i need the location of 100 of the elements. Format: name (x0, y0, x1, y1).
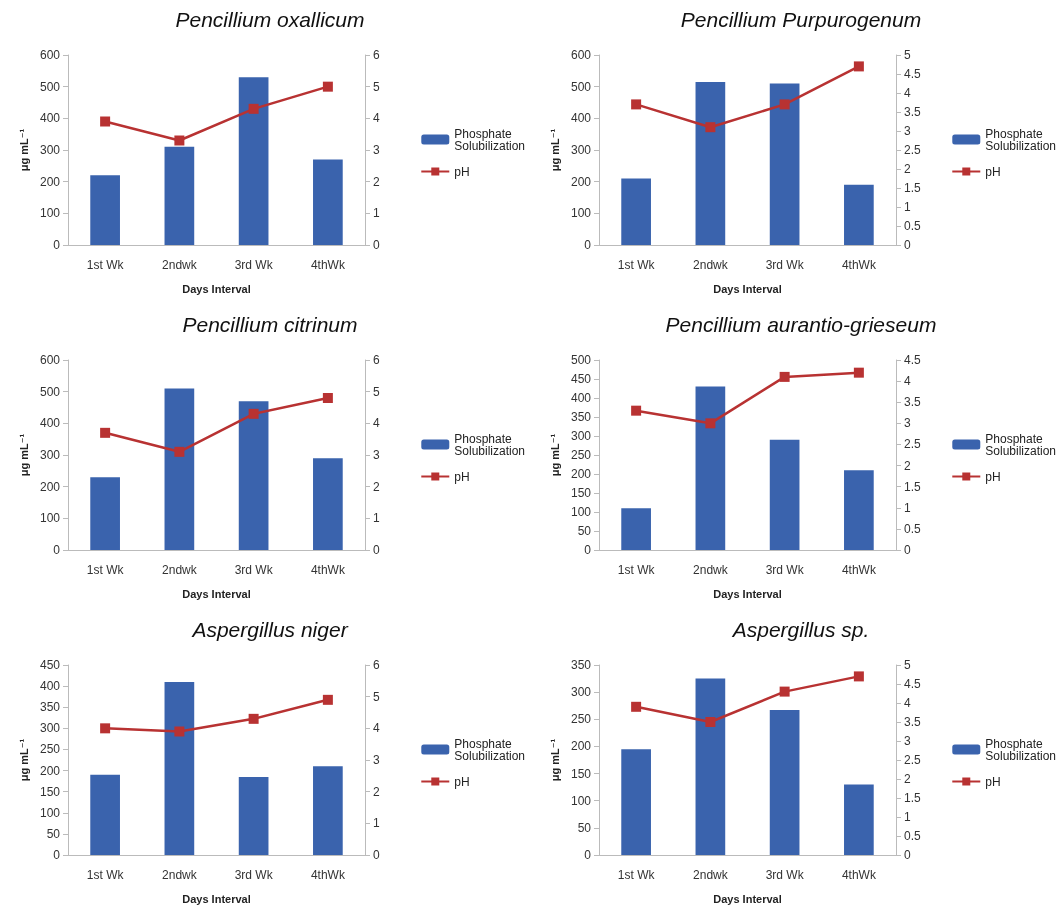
point (100, 116, 111, 127)
x-axis-title: Days Interval (713, 282, 782, 295)
x-axis-title: Days Interval (713, 892, 782, 905)
y-tick-label: 50 (577, 820, 592, 835)
x-axis-title: Days Interval (182, 892, 251, 905)
x-tick-label: 1st Wk (86, 258, 125, 272)
y2-tick-label: 5 (373, 689, 380, 704)
y-tick-label: 150 (570, 766, 592, 781)
point (631, 99, 642, 110)
y2-tick-label: 1 (373, 816, 380, 831)
y2-tick-label: 1 (904, 200, 911, 214)
bar (621, 749, 651, 855)
x-tick-label: 3rd Wk (234, 258, 274, 272)
y2-tick-label: 0.5 (904, 829, 922, 843)
y-tick-label: 300 (570, 429, 592, 443)
y-tick-label: 200 (570, 467, 592, 481)
x-tick-label: 1st Wk (86, 868, 125, 882)
x-tick-label: 2ndwk (162, 868, 198, 882)
point (853, 671, 864, 682)
y2-tick-label: 0 (373, 543, 380, 557)
y2-tick-label: 2 (373, 784, 380, 799)
bar (313, 766, 343, 855)
y2-tick-label: 4.5 (904, 677, 922, 691)
bar (90, 477, 120, 550)
bar (844, 470, 874, 550)
y-tick-label: 500 (570, 353, 592, 367)
y-axis-title: μg mL⁻¹ (548, 738, 561, 782)
point (100, 723, 111, 734)
y-tick-label: 200 (570, 174, 592, 189)
x-tick-label: 4thWk (310, 868, 346, 882)
y-tick-label: 100 (570, 793, 592, 808)
bar (695, 81, 726, 245)
y-tick-label: 250 (39, 742, 61, 757)
chart-title: Pencillium citrinum (182, 313, 358, 336)
y2-tick-label: 2 (904, 772, 911, 786)
x-tick-label: 3rd Wk (234, 868, 274, 882)
y2-tick-label: 4 (373, 111, 380, 126)
y-tick-label: 400 (570, 111, 592, 126)
y-tick-label: 100 (39, 511, 61, 526)
y2-tick-label: 3 (904, 416, 911, 431)
y2-tick-label: 5 (904, 48, 911, 62)
bar (164, 146, 195, 245)
y-tick-label: 350 (570, 410, 592, 424)
y-tick-label: 350 (570, 658, 592, 672)
legend-label: pH (454, 164, 470, 179)
x-tick-label: 1st Wk (86, 563, 125, 577)
y2-tick-label: 3.5 (904, 105, 922, 119)
point (631, 405, 642, 416)
y-tick-label: 500 (570, 79, 592, 94)
y-tick-label: 50 (46, 826, 61, 841)
chart-title: Pencillium Purpurogenum (680, 8, 922, 31)
point (100, 427, 111, 438)
y2-tick-label: 6 (373, 353, 380, 367)
legend-label: pH (454, 774, 470, 789)
y-tick-label: 0 (53, 543, 61, 557)
y-tick-label: 200 (39, 763, 61, 778)
legend-label: pH (985, 469, 1001, 484)
bar (695, 678, 726, 855)
y2-tick-label: 1.5 (904, 181, 922, 195)
y2-tick-label: 0 (904, 238, 911, 252)
bar (695, 386, 726, 550)
chart-title: Pencillium oxallicum (175, 8, 365, 31)
y2-tick-label: 3 (904, 734, 911, 748)
y2-tick-label: 4 (373, 721, 380, 736)
y2-tick-label: 5 (904, 658, 911, 672)
bar (844, 784, 874, 855)
point (705, 418, 716, 429)
point (705, 122, 716, 133)
point (631, 701, 642, 712)
y-tick-label: 0 (53, 238, 61, 252)
y2-tick-label: 2.5 (904, 437, 922, 452)
point (779, 686, 790, 697)
y2-tick-label: 2 (373, 174, 380, 189)
legend-label: Phosphate Solubilization (985, 431, 1057, 458)
y2-tick-label: 0 (904, 848, 911, 862)
y-tick-label: 200 (570, 739, 592, 754)
y-tick-label: 250 (570, 448, 592, 462)
bar (90, 774, 120, 855)
legend-label: pH (454, 469, 470, 484)
y2-tick-label: 6 (373, 48, 380, 62)
y-tick-label: 500 (39, 384, 61, 399)
y2-tick-label: 4.5 (904, 353, 922, 367)
y-tick-label: 150 (570, 486, 592, 500)
y-tick-label: 200 (39, 174, 61, 189)
y-tick-label: 250 (570, 712, 592, 727)
bar (313, 159, 343, 245)
x-tick-label: 3rd Wk (234, 563, 274, 577)
point (174, 726, 185, 737)
y2-tick-label: 0.5 (904, 521, 922, 536)
y2-tick-label: 4 (904, 374, 911, 389)
y2-tick-label: 1 (904, 810, 911, 824)
x-tick-label: 1st Wk (617, 868, 656, 882)
y-tick-label: 300 (39, 448, 61, 462)
y2-tick-label: 4 (904, 86, 911, 100)
y-tick-label: 100 (39, 206, 61, 221)
y2-tick-label: 3.5 (904, 715, 922, 729)
chart-title: Aspergillus sp. (730, 618, 870, 641)
bar (164, 388, 195, 550)
y2-tick-label: 0 (373, 848, 380, 862)
y-axis-title: μg mL⁻¹ (17, 128, 30, 172)
